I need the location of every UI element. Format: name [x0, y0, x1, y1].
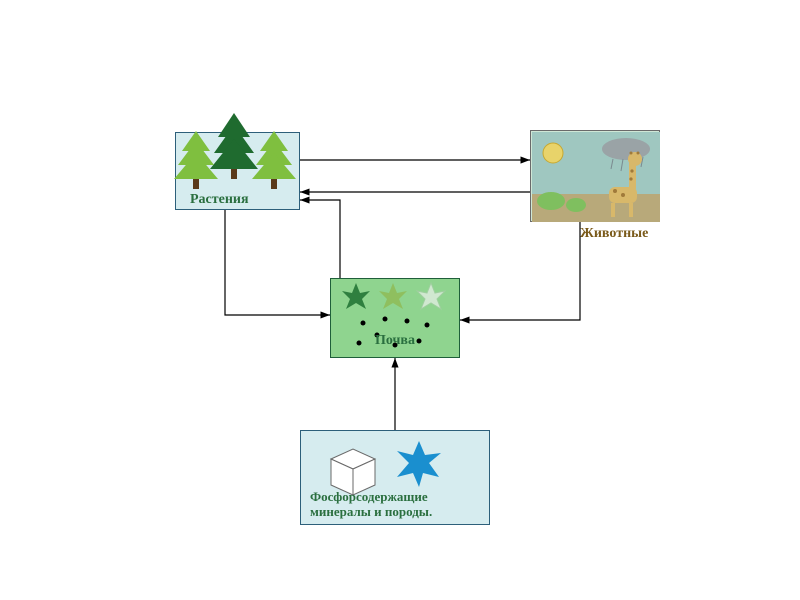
diagram-stage: Растения [0, 0, 800, 600]
edge-animals-soil [460, 222, 580, 320]
edge-plants-soil [225, 210, 330, 315]
label-plants: Растения [190, 192, 249, 208]
animals-scene-icon [531, 131, 661, 223]
label-soil: Почва [375, 333, 415, 349]
label-animals: Животные [580, 226, 648, 242]
node-animals [530, 130, 660, 222]
label-minerals: Фосфорсодержащиеминералы и породы. [310, 490, 432, 520]
